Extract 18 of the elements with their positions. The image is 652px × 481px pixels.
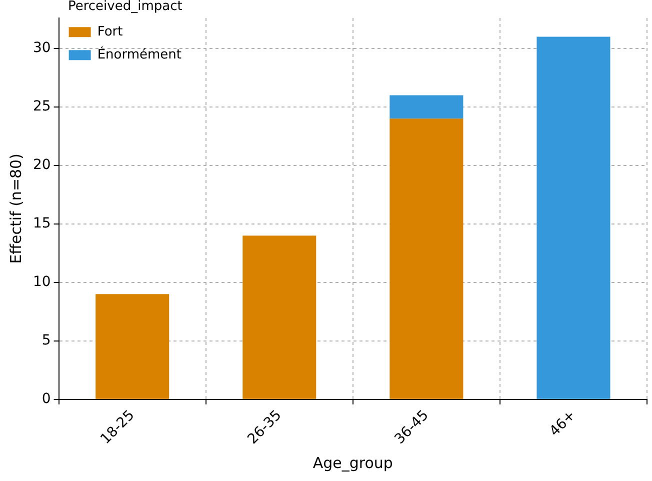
y-tick-label: 20 <box>32 157 51 174</box>
x-axis-title: Age_group <box>312 454 393 472</box>
legend-title: Perceived_impact <box>68 0 182 14</box>
y-tick-label: 10 <box>32 274 51 290</box>
legend-label: Énormément <box>97 45 182 62</box>
y-tick-label: 25 <box>32 98 51 115</box>
y-tick-label: 0 <box>42 390 51 407</box>
y-tick-label: 5 <box>42 332 51 349</box>
bar <box>242 236 316 399</box>
legend-label: Fort <box>97 24 123 40</box>
y-axis-title: Effectif (n=80) <box>6 154 25 264</box>
x-tick-label: 46+ <box>546 407 579 440</box>
bar <box>96 294 170 399</box>
y-tick-label: 30 <box>32 40 51 56</box>
y-tick-label: 15 <box>32 216 51 232</box>
bar <box>390 95 464 119</box>
bar <box>536 36 610 399</box>
bar <box>390 118 464 399</box>
